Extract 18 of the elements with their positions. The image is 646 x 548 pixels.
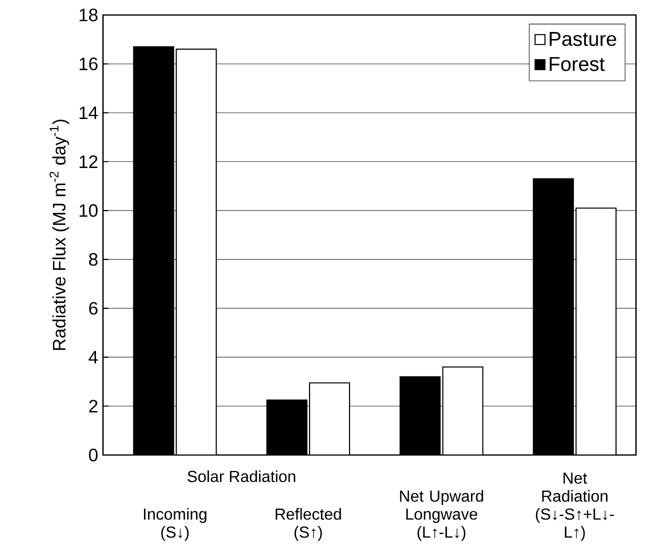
text: Solar Radiation (188, 470, 296, 482)
y-tick-label: 12 (80, 155, 98, 168)
x-tick-label: Incoming (S↓) (144, 508, 206, 541)
y-tick-label: 2 (89, 400, 98, 412)
y-tick-label: 8 (89, 253, 98, 266)
y-axis-title: Radiative Flux (MJ m$^{-2}$ day$^{-1}$) (50, 120, 70, 350)
y-tick-label: 0 (88, 448, 98, 462)
y-tick-label: 18 (80, 8, 98, 22)
x-tick-label: Net Upward Longwave (L↑-L↓) (400, 490, 484, 541)
x-tick-label: Reflected (S↑) (276, 508, 341, 541)
y-tick-label: 14 (80, 106, 98, 119)
legend-label: Forest (550, 57, 605, 72)
y-tick-label: 4 (88, 351, 98, 364)
y-tick-label: 6 (89, 302, 98, 315)
y-tick-label: 10 (80, 204, 98, 217)
y-tick-label: 16 (80, 58, 98, 70)
x-tick-label: Net Radiation (S↓-S↑+L↓-L↑) (536, 472, 614, 541)
legend-label: Pasture (550, 32, 616, 46)
